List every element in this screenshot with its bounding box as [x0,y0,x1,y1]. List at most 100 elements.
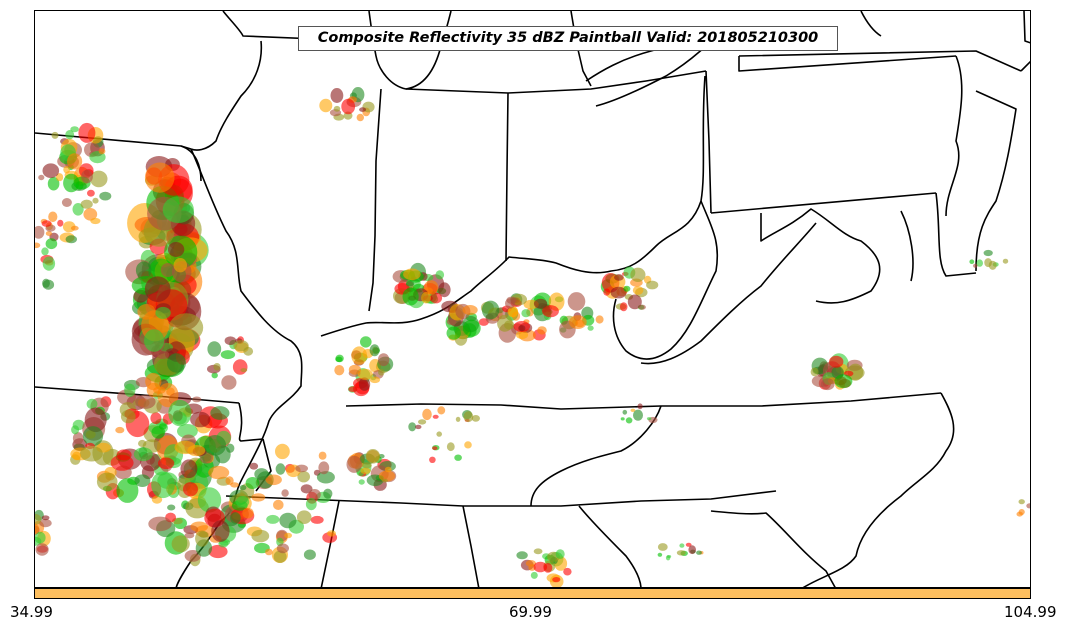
reflectivity-cell [220,350,236,360]
reflectivity-cell [169,313,204,342]
reflectivity-cell [820,378,835,391]
reflectivity-cell [254,468,269,481]
reflectivity-cell [402,287,419,306]
reflectivity-cell [300,484,313,494]
reflectivity-cell [57,219,64,227]
reflectivity-cell [245,477,260,489]
reflectivity-cell [224,336,237,346]
reflectivity-cell [348,386,358,393]
colorbar [34,588,1031,599]
reflectivity-cell [243,346,254,356]
reflectivity-cell [1016,511,1023,517]
reflectivity-cell [463,411,474,423]
reflectivity-cell [623,285,631,292]
reflectivity-cell [305,498,317,511]
reflectivity-cell [79,445,103,462]
reflectivity-cell [90,217,101,225]
reflectivity-cell [86,398,98,410]
reflectivity-cell [144,276,171,303]
reflectivity-cell [162,196,194,223]
reflectivity-cell [98,148,106,155]
reflectivity-cell [195,530,209,547]
west-virginia-border [612,200,719,360]
reflectivity-cell [135,261,152,280]
reflectivity-cell [633,409,643,421]
reflectivity-cell [358,479,365,485]
reflectivity-cell [39,519,52,528]
reflectivity-cell [834,374,853,389]
reflectivity-cell [51,131,59,139]
reflectivity-cell [378,369,385,376]
reflectivity-cell [120,409,136,424]
reflectivity-cell [537,326,547,335]
ohio-pennsylvania-border [705,70,712,214]
reflectivity-cell [318,451,327,460]
reflectivity-cell [82,426,104,447]
reflectivity-cell [405,281,415,287]
reflectivity-cell [134,474,151,488]
reflectivity-cell [533,561,548,573]
reflectivity-cell [1002,258,1009,264]
reflectivity-cell [184,532,195,539]
reflectivity-cell [323,488,333,499]
reflectivity-cell [436,431,443,437]
reflectivity-cell [211,520,230,542]
reflectivity-cell [157,383,179,408]
reflectivity-cell [432,446,438,451]
reflectivity-cell [207,341,222,357]
reflectivity-cell [327,530,336,537]
reflectivity-cell [35,523,40,535]
reflectivity-cell [41,247,49,256]
reflectivity-cell [72,203,84,216]
reflectivity-cell [614,274,624,281]
reflectivity-cell [213,363,221,371]
reflectivity-cell [45,238,58,250]
reflectivity-cell [158,423,167,430]
reflectivity-cell [360,467,371,474]
reflectivity-cell [35,514,42,525]
reflectivity-cell [92,197,99,204]
reflectivity-cell [48,211,58,223]
reflectivity-cell [595,315,604,324]
reflectivity-cell [422,408,432,421]
reflectivity-cell [679,543,685,548]
reflectivity-cell [462,305,478,315]
reflectivity-cell [587,325,594,331]
reflectivity-cell [847,363,864,381]
reflectivity-cell [87,189,95,197]
reflectivity-cell [183,482,198,497]
reflectivity-cell [976,259,983,267]
reflectivity-cell [284,532,292,539]
map-panel: Composite Reflectivity 35 dBZ Paintball … [34,10,1031,588]
reflectivity-cell [330,88,344,103]
reflectivity-cell [99,191,112,201]
reflectivity-cell [384,466,392,473]
reflectivity-cell [973,263,978,268]
reflectivity-cell [810,367,819,377]
colorbar-tick-max: 104.99 [1004,603,1057,621]
reflectivity-cell [167,353,186,373]
reflectivity-cell [1018,499,1025,505]
reflectivity-cell [297,471,311,483]
map-canvas [35,11,1030,587]
reflectivity-cell [135,394,156,409]
reflectivity-cell [137,304,156,320]
reflectivity-cell [625,417,633,424]
reflectivity-cell [359,107,367,112]
reflectivity-cell [505,298,515,309]
reflectivity-cell [630,267,646,282]
colorbar-tick-mid: 69.99 [509,603,552,621]
reflectivity-cell [133,447,153,462]
reflectivity-cell [415,424,422,430]
mississippi-river [175,148,303,587]
reflectivity-cell [110,454,134,471]
reflectivity-cell [160,263,176,277]
reflectivity-cell [318,461,330,475]
reflectivity-cell [688,545,696,555]
reflectivity-cell [619,302,628,312]
reflectivity-cell [429,456,436,463]
reflectivity-cell [236,496,250,508]
reflectivity-cell [35,242,41,249]
reflectivity-cell [334,365,345,376]
reflectivity-cell [42,256,56,271]
